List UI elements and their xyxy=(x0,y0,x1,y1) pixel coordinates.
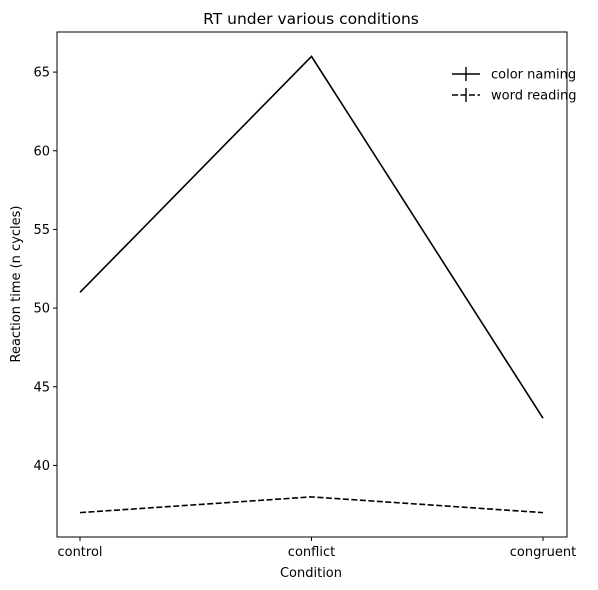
y-axis-label: Reaction time (n cycles) xyxy=(9,206,24,363)
plot-area xyxy=(79,55,544,514)
x-axis-ticks: control conflict congruent xyxy=(57,537,576,560)
legend-label: color naming xyxy=(491,68,576,83)
chart-title: RT under various conditions xyxy=(203,10,419,28)
y-tick-label: 40 xyxy=(33,459,50,474)
plot-frame xyxy=(56,31,568,538)
y-axis-ticks: 40 45 50 55 60 65 xyxy=(33,66,57,474)
y-tick-label: 45 xyxy=(33,380,50,395)
y-tick-label: 65 xyxy=(33,66,50,81)
y-tick-label: 60 xyxy=(33,144,50,159)
legend-label: word reading xyxy=(491,89,576,104)
y-tick-label: 55 xyxy=(33,223,50,238)
legend: color naming word reading xyxy=(452,67,576,104)
x-tick-label: conflict xyxy=(288,545,335,560)
x-tick-label: congruent xyxy=(510,545,577,560)
x-tick-label: control xyxy=(57,545,102,560)
x-axis-label: Condition xyxy=(280,566,342,581)
y-tick-label: 50 xyxy=(33,302,50,317)
